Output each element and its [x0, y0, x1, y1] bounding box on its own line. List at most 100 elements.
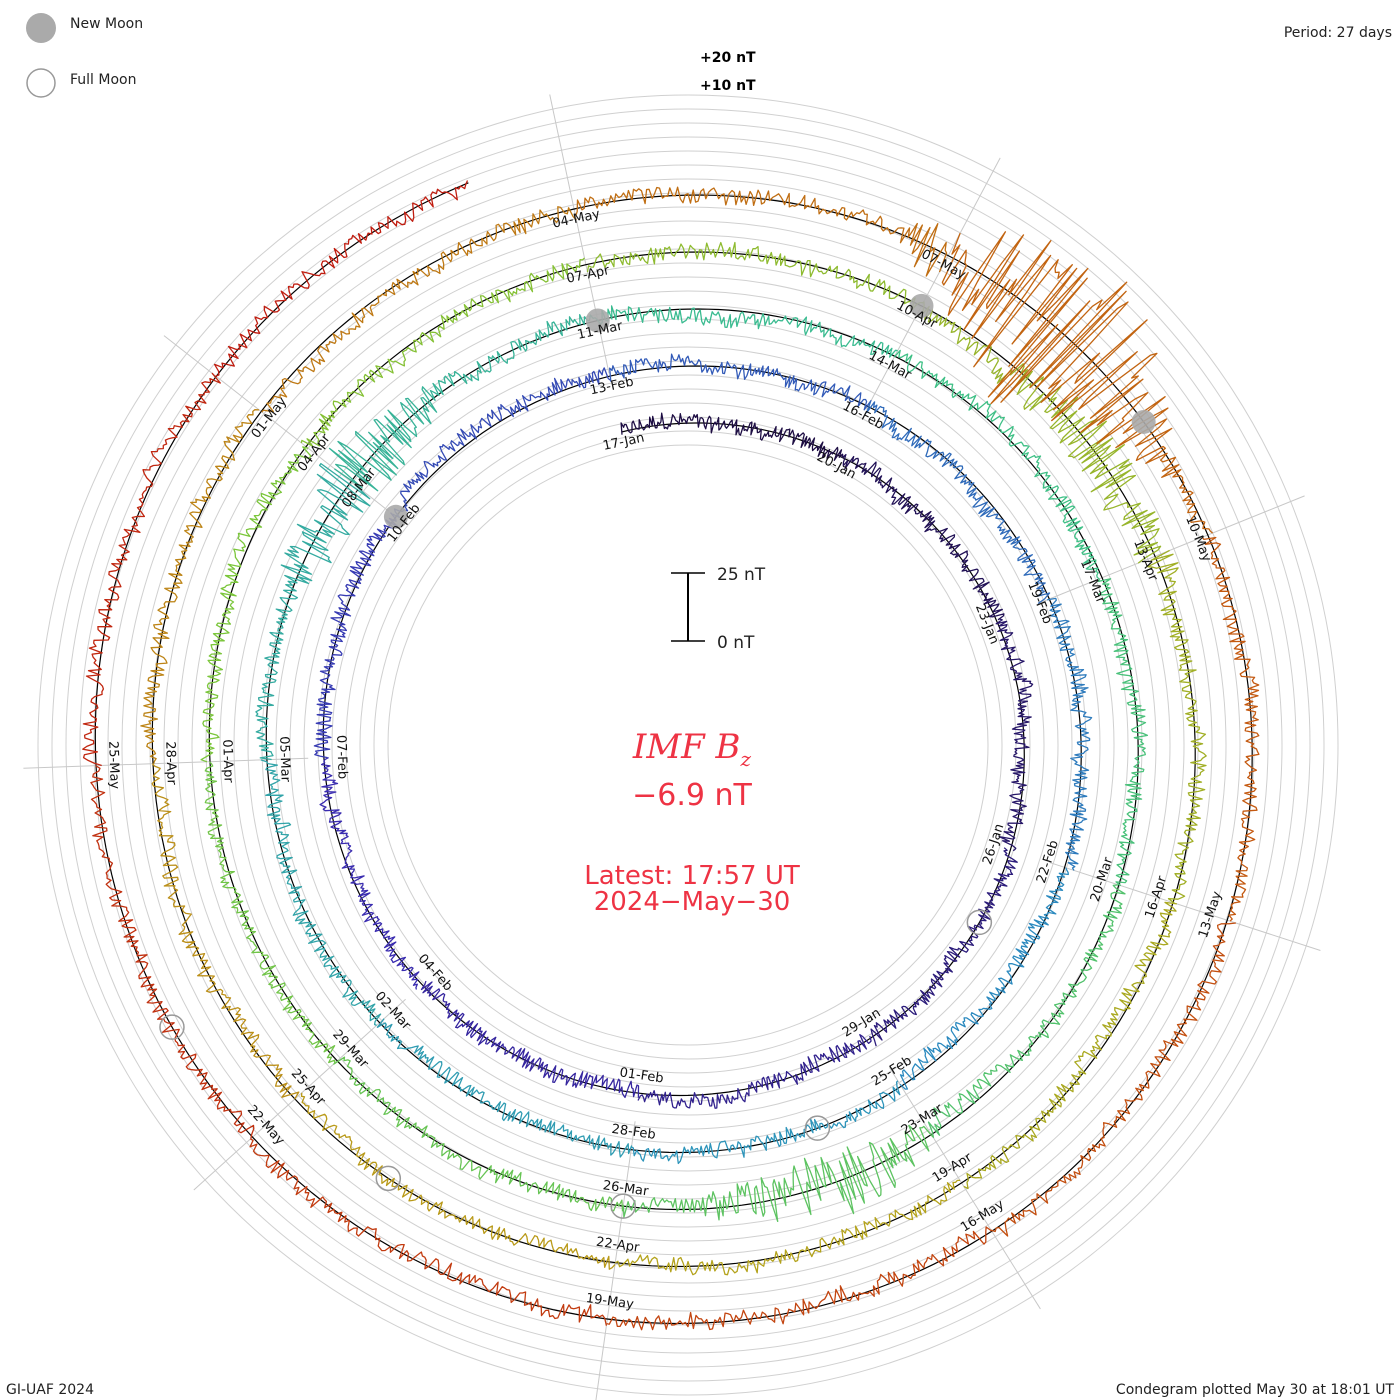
grid-ring — [65, 122, 1311, 1368]
date-label: 07-May — [919, 247, 969, 283]
bz-trace-segment — [261, 206, 577, 413]
new-moon-legend-label: New Moon — [70, 16, 143, 32]
date-label: 25-Feb — [869, 1053, 914, 1089]
date-label: 19-Feb — [1024, 580, 1054, 627]
full-moon-legend-icon — [26, 68, 56, 98]
new-moon-legend-icon — [26, 13, 56, 43]
grid-ring — [219, 276, 1157, 1214]
bz-trace-segment — [328, 314, 599, 492]
date-label: 19-May — [585, 1291, 635, 1313]
footer-credit: GI-UAF 2024 — [6, 1382, 94, 1398]
bz-trace-segment — [213, 180, 469, 377]
date-label: 22-Apr — [595, 1235, 641, 1256]
date-label: 25-Apr — [288, 1066, 329, 1109]
bz-trace-segment — [990, 922, 1236, 1237]
bz-trace-segment — [376, 1018, 633, 1158]
bz-trace-segment — [921, 301, 1162, 564]
grid-ring — [51, 108, 1325, 1382]
date-label: 25-May — [105, 741, 122, 790]
bz-trace-segment — [1097, 578, 1149, 887]
bz-trace-segment — [597, 305, 898, 358]
bz-trace-segment — [319, 757, 420, 990]
grid-rings — [37, 94, 1339, 1396]
grid-ring — [247, 304, 1129, 1186]
bz-trace-segment — [606, 1226, 993, 1331]
grid-ring — [149, 206, 1227, 1284]
latest-date: 2024−May−30 — [594, 887, 791, 917]
full-moon-marker — [804, 1115, 831, 1141]
bz-trace-segment — [870, 847, 1018, 1047]
bz-trace-segment — [841, 453, 1005, 621]
scale-bar-top-label: 25 nT — [717, 565, 766, 585]
full-moon-legend-label: Full Moon — [70, 72, 136, 88]
date-label: 05-Mar — [276, 736, 293, 783]
grid-ring — [79, 136, 1297, 1354]
ring-scale-plus10: +10 nT — [700, 78, 756, 94]
footer-plotted: Condegram plotted May 30 at 18:01 UT — [1116, 1382, 1395, 1398]
parameter-title: IMF Bz — [632, 727, 752, 771]
new-moon-marker — [1131, 409, 1156, 434]
date-label: 13-Apr — [1130, 537, 1160, 584]
grid-spoke — [1049, 861, 1321, 951]
date-label: 26-Jan — [980, 822, 1007, 867]
grid-ring — [205, 262, 1171, 1228]
grid-ring — [93, 150, 1283, 1340]
bz-trace-segment — [204, 761, 336, 1064]
bz-trace-segment — [90, 765, 255, 1139]
bz-trace-segment — [893, 349, 1100, 580]
scale-bar-bottom-label: 0 nT — [717, 633, 755, 653]
date-label: 01-Apr — [219, 739, 236, 784]
date-label: 16-Apr — [1143, 874, 1171, 921]
bz-trace-segment — [420, 980, 640, 1099]
grid-ring — [163, 220, 1213, 1270]
bz-trace-segment — [631, 1080, 901, 1165]
bz-trace-segment — [1147, 549, 1207, 904]
grid-ring — [275, 332, 1101, 1158]
bz-trace-segment — [260, 759, 382, 1026]
bz-trace-segment — [300, 1092, 616, 1270]
full-moon-marker — [159, 1014, 185, 1040]
bz-trace-segment — [866, 401, 1051, 605]
grid-ring — [373, 430, 1003, 1060]
bz-trace-segment — [995, 618, 1034, 852]
grid-ring — [135, 192, 1241, 1298]
grid-ring — [121, 178, 1255, 1312]
moon-markers — [159, 293, 1156, 1219]
bz-traces — [82, 180, 1260, 1331]
bz-trace-segment — [899, 867, 1069, 1090]
bz-trace-segment — [609, 353, 872, 411]
bz-trace-segment — [151, 763, 300, 1100]
grid-ring — [387, 444, 989, 1046]
full-moon-marker — [375, 1165, 402, 1192]
bz-trace-segment — [941, 231, 1214, 534]
date-label: 16-May — [958, 1197, 1007, 1235]
current-value: −6.9 nT — [632, 778, 752, 813]
new-moon-marker — [383, 504, 408, 529]
grid-ring — [289, 346, 1087, 1144]
full-moon-marker — [610, 1193, 636, 1219]
ring-scale-plus20: +20 nT — [700, 50, 756, 66]
date-label: 23-Jan — [972, 602, 1002, 647]
bz-trace-segment — [614, 1179, 960, 1276]
date-label: 04-May — [551, 207, 601, 232]
bz-trace-segment — [963, 901, 1177, 1190]
bz-trace-segment — [574, 186, 948, 277]
new-moon-marker — [909, 293, 934, 318]
date-label: 28-Apr — [162, 741, 179, 786]
bz-trace-segment — [586, 241, 924, 311]
bz-trace-segment — [82, 372, 221, 767]
date-label: 29-Mar — [329, 1027, 371, 1072]
grid-spoke — [1040, 495, 1305, 604]
date-label: 13-Feb — [589, 375, 635, 399]
date-label: 07-Apr — [565, 263, 611, 287]
date-label: 04-Feb — [415, 951, 456, 994]
bz-trace-segment — [333, 1056, 624, 1212]
scale-bar — [671, 572, 705, 642]
bz-trace-segment — [255, 462, 371, 761]
bz-trace-segment — [313, 512, 399, 759]
bz-trace-segment — [620, 412, 844, 461]
date-label: 28-Feb — [611, 1122, 657, 1143]
date-label: 17-Jan — [602, 431, 646, 454]
grid-ring — [345, 402, 1031, 1088]
